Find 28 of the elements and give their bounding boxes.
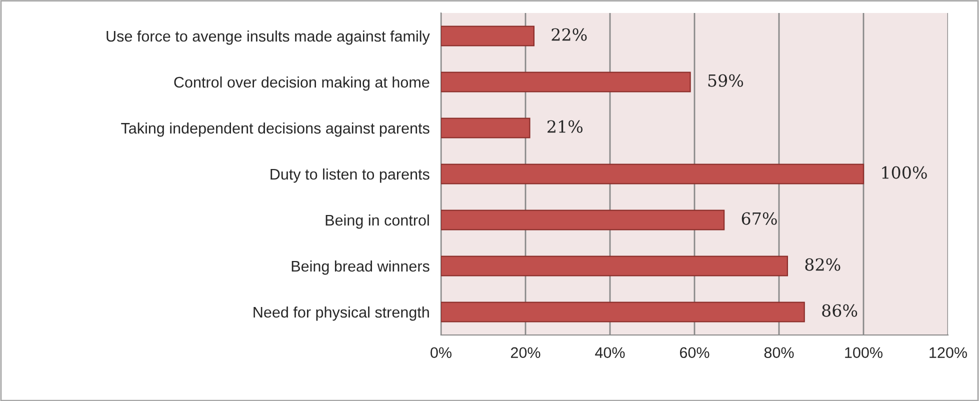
y-tick-label: Use force to avenge insults made against family <box>106 30 430 45</box>
bar <box>441 302 805 322</box>
bar <box>441 210 725 230</box>
bar <box>441 26 535 46</box>
x-tick-label: 120% <box>930 347 967 358</box>
data-label: 100% <box>882 166 927 179</box>
data-label: 67% <box>742 212 777 225</box>
y-tick-label: Control over decision making at home <box>174 76 430 91</box>
x-tick-label: 20% <box>510 347 540 358</box>
x-tick-label: 80% <box>764 347 794 358</box>
y-tick-label: Taking independent decisions against parents <box>121 122 430 137</box>
y-tick-label: Being bread winners <box>292 260 430 275</box>
x-tick-label: 60% <box>680 347 710 358</box>
data-label: 59% <box>708 74 744 87</box>
x-tick-label: 40% <box>595 347 625 358</box>
x-tick-label: 0% <box>430 347 452 358</box>
y-tick-label: Duty to listen to parents <box>270 168 430 183</box>
bar <box>441 256 788 276</box>
y-tick-label: Need for physical strength <box>254 306 429 321</box>
data-label: 21% <box>548 120 583 133</box>
bar <box>441 164 864 184</box>
data-label: 22% <box>552 28 587 41</box>
y-tick-label: Being in control <box>326 214 429 229</box>
bar <box>441 72 691 92</box>
x-tick-label: 100% <box>845 347 882 358</box>
data-label: 86% <box>822 304 858 317</box>
data-label: 82% <box>805 258 840 271</box>
bar <box>441 118 530 138</box>
